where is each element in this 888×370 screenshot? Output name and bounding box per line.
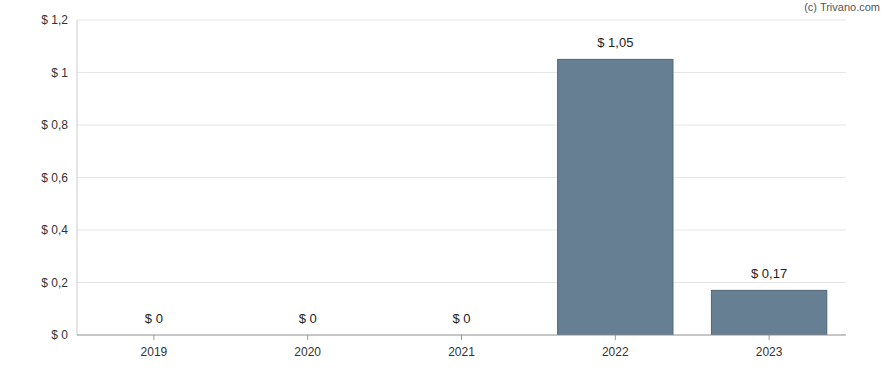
data-label: $ 0,17 bbox=[751, 266, 787, 281]
x-tick-label: 2019 bbox=[141, 345, 168, 359]
bars bbox=[558, 59, 827, 335]
data-label: $ 0 bbox=[299, 311, 317, 326]
grid-line bbox=[77, 72, 846, 73]
x-tick bbox=[307, 335, 308, 340]
y-tick-label: $ 1 bbox=[51, 66, 68, 80]
y-axis-line bbox=[77, 20, 78, 335]
grid-line bbox=[77, 282, 846, 283]
y-tick-label: $ 0 bbox=[51, 328, 68, 342]
data-label: $ 0 bbox=[145, 311, 163, 326]
data-label: $ 1,05 bbox=[597, 35, 633, 50]
x-tick-label: 2021 bbox=[448, 345, 475, 359]
grid bbox=[77, 20, 846, 335]
chart-svg: $ 0 $ 0,2 $ 0,4 $ 0,6 $ 0,8 $ 1 $ 1,2 2019 2020 2… bbox=[0, 0, 888, 370]
data-label: $ 0 bbox=[452, 311, 470, 326]
x-tick bbox=[153, 335, 154, 340]
y-tick-label: $ 1,2 bbox=[41, 13, 68, 27]
bar bbox=[558, 59, 673, 335]
watermark: (c) Trivano.com bbox=[804, 1, 880, 13]
y-tick-label: $ 0,4 bbox=[41, 223, 68, 237]
y-tick-label: $ 0,6 bbox=[41, 171, 68, 185]
grid-line bbox=[77, 20, 846, 21]
y-tick-label: $ 0,2 bbox=[41, 276, 68, 290]
x-tick-label: 2023 bbox=[756, 345, 783, 359]
x-tick bbox=[461, 335, 462, 340]
grid-line bbox=[77, 177, 846, 178]
grid-line bbox=[77, 230, 846, 231]
x-tick bbox=[769, 335, 770, 340]
chart-root: $ 0 $ 0,2 $ 0,4 $ 0,6 $ 0,8 $ 1 $ 1,2 2019 2020 2… bbox=[0, 0, 888, 370]
y-tick-label: $ 0,8 bbox=[41, 118, 68, 132]
x-tick-label: 2020 bbox=[294, 345, 321, 359]
bar bbox=[711, 290, 826, 335]
grid-line bbox=[77, 125, 846, 126]
x-tick bbox=[615, 335, 616, 340]
x-tick-label: 2022 bbox=[602, 345, 629, 359]
